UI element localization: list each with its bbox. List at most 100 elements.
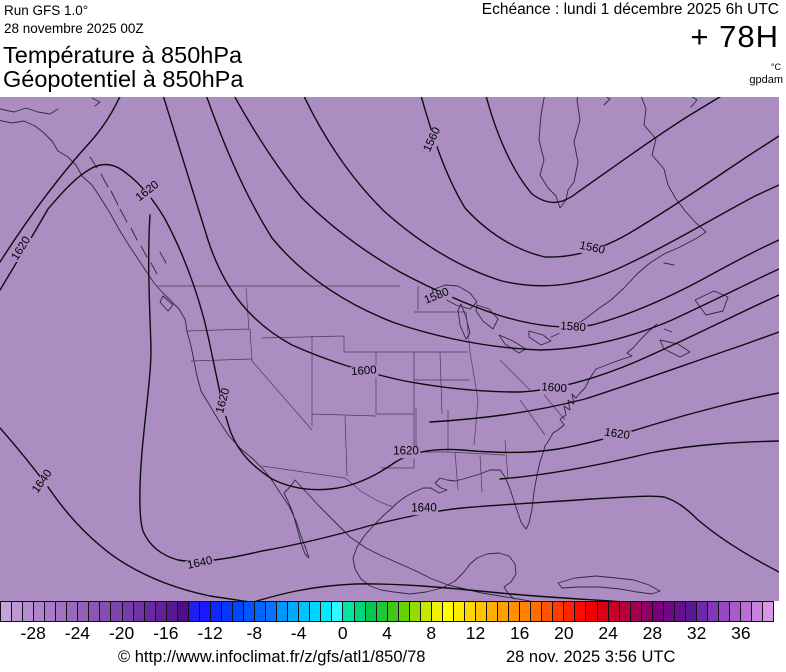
contour-1620	[0, 163, 779, 491]
colorbar-cell	[386, 602, 398, 621]
colorbar-cell	[729, 602, 741, 621]
colorbar-cell	[718, 602, 730, 621]
colorbar-cell	[740, 602, 752, 621]
colorbar-tick: 8	[426, 623, 437, 643]
colorbar-tick: 16	[509, 623, 530, 643]
colorbar-cell	[342, 602, 354, 621]
colorbar-cell	[22, 602, 34, 621]
generation-timestamp: 28 nov. 2025 3:56 UTC	[506, 648, 676, 666]
colorbar-tick: -8	[246, 623, 263, 643]
contour-1600	[162, 97, 779, 393]
colorbar-cell	[110, 602, 122, 621]
colorbar-cell	[629, 602, 641, 621]
colorbar-cell	[673, 602, 685, 621]
us-mexico-border	[261, 465, 394, 508]
colorbar-cell	[88, 602, 100, 621]
coast-alaska-archipelago	[89, 156, 167, 275]
colorbar-cell	[254, 602, 266, 621]
colorbar-cell	[762, 602, 775, 621]
borders	[158, 285, 566, 508]
colorbar-tick: 32	[686, 623, 707, 643]
colorbar-cell	[353, 602, 365, 621]
colorbar-tick: 28	[642, 623, 663, 643]
colorbar-tick: 24	[598, 623, 618, 643]
colorbar-cell	[651, 602, 663, 621]
colorbar-cell	[99, 602, 111, 621]
colorbar-cell	[684, 602, 696, 621]
contour-1610-east	[429, 331, 779, 423]
colorbar-cell	[452, 602, 464, 621]
colorbar-cell	[220, 602, 232, 621]
map-title: Température à 850hPa Géopotentiel à 850h…	[3, 43, 243, 92]
coast-cuba	[557, 575, 661, 595]
colorbar-cell	[541, 602, 553, 621]
colorbar-cell	[475, 602, 487, 621]
temperature-colorbar	[0, 601, 775, 622]
colorbar-tick: 36	[731, 623, 751, 643]
colorbar-cell	[695, 602, 707, 621]
colorbar-cell	[187, 602, 199, 621]
colorbar-cell	[331, 602, 343, 621]
colorbar-cell	[519, 602, 531, 621]
colorbar-cell	[265, 602, 277, 621]
colorbar-cell	[486, 602, 498, 621]
colorbar-tick: -12	[197, 623, 223, 643]
contour-1610-west	[0, 97, 121, 263]
lead-time-label: + 78H	[690, 19, 779, 54]
colorbar-cell	[231, 602, 244, 621]
weather-map: 1620 1620 1560 1560 1580 1580 1600 1600 1620 1620…	[0, 97, 786, 601]
colorbar-cell	[298, 602, 310, 621]
colorbar-cell	[397, 602, 409, 621]
geopotential-contours	[0, 97, 779, 601]
map-background	[0, 97, 779, 601]
colorbar-cell	[55, 602, 67, 621]
coast-mexico-pacific	[294, 479, 532, 601]
colorbar-tick: 4	[382, 623, 392, 643]
lake-huron	[475, 304, 499, 330]
map-canvas	[0, 97, 779, 601]
colorbar-cell	[596, 602, 608, 621]
colorbar-cell	[143, 602, 155, 621]
colorbar-cell	[574, 602, 586, 621]
colorbar-tick: -20	[108, 623, 135, 643]
lake-michigan	[457, 303, 471, 340]
colorbar-cell	[441, 602, 453, 621]
colorbar-cell	[209, 602, 221, 621]
colorbar-cell	[276, 602, 288, 621]
colorbar-cell	[640, 602, 652, 621]
valid-time-label: Echéance : lundi 1 décembre 2025 6h UTC	[481, 1, 779, 18]
lake-erie	[498, 334, 527, 354]
contour-1560-outer	[420, 97, 779, 258]
state-borders	[186, 286, 566, 493]
colorbar-cell	[44, 602, 56, 621]
colorbar-cell	[563, 602, 575, 621]
colorbar-cell	[320, 602, 332, 621]
run-date-label: 28 novembre 2025 00Z	[4, 20, 144, 36]
coastlines	[0, 97, 729, 601]
coast-hudson-bay	[538, 97, 581, 209]
colorbar-cell	[552, 602, 564, 621]
colorbar-cell	[364, 602, 376, 621]
colorbar-cell	[430, 602, 442, 621]
colorbar-tick: -16	[153, 623, 179, 643]
colorbar-cell	[77, 602, 89, 621]
contour-1570	[303, 97, 779, 287]
colorbar-cell	[707, 602, 719, 621]
contour-1560-inner	[485, 97, 722, 204]
coast-vancouver-island	[159, 295, 174, 312]
colorbar-tick: 20	[554, 623, 574, 643]
colorbar-cell	[618, 602, 630, 621]
colorbar-cell	[309, 602, 321, 621]
colorbar-cell	[0, 602, 12, 621]
lake-ontario	[528, 330, 552, 346]
contour-south-unlabeled	[254, 583, 621, 601]
colorbar-cell	[585, 602, 597, 621]
colorbar-cell	[508, 602, 520, 621]
colorbar-tick: 0	[337, 623, 348, 643]
colorbar-cell	[33, 602, 45, 621]
colorbar-cell	[132, 602, 144, 621]
colorbar-cell	[11, 602, 23, 621]
colorbar-tick: -24	[64, 623, 91, 643]
colorbar-cell	[66, 602, 78, 621]
colorbar-cell	[198, 602, 210, 621]
